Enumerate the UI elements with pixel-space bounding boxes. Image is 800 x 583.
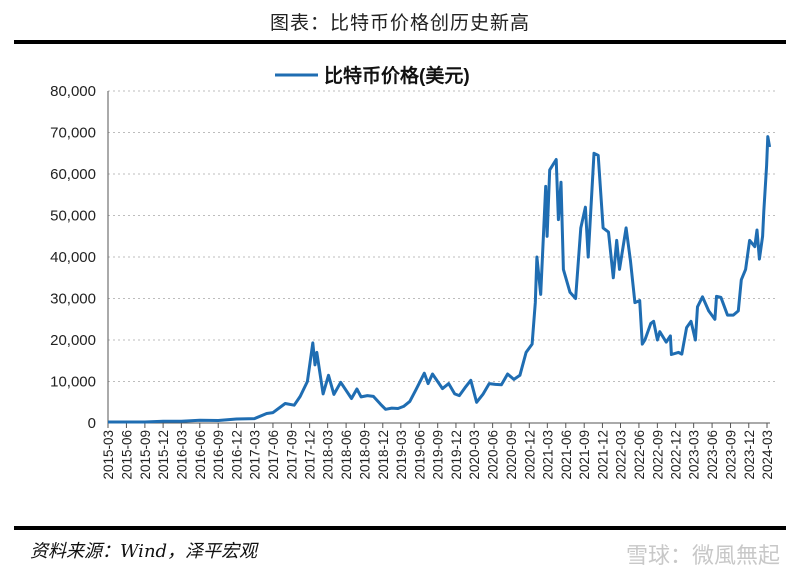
x-tick-label: 2024-03 [760,430,775,480]
line-chart: 0 10,000 20,000 30,000 40,000 50,000 60,000 70,… [50,64,777,480]
top-rule [14,40,786,44]
x-tick-label: 2018-09 [358,430,373,480]
x-tick-label: 2021-03 [540,430,555,480]
bottom-rule [14,526,786,530]
y-tick-label: 30,000 [50,291,96,308]
x-tick-label: 2021-12 [595,430,610,480]
x-tick-label: 2018-03 [321,430,336,480]
x-tick-label: 2016-12 [229,430,244,480]
y-tick-label: 60,000 [50,166,96,183]
x-tick-label: 2017-06 [266,430,281,480]
x-tick-label: 2020-03 [467,430,482,480]
x-tick-label: 2020-09 [504,430,519,480]
x-tick-label: 2015-03 [101,430,116,480]
x-tick-label: 2021-06 [559,430,574,480]
x-tick-label: 2019-03 [394,430,409,480]
x-tick-label: 2016-03 [174,430,189,480]
x-tick-label: 2019-06 [412,430,427,480]
x-tick-label: 2023-03 [687,430,702,480]
x-tick-label: 2019-09 [431,430,446,480]
x-tick-label: 2022-06 [632,430,647,480]
y-tick-label: 0 [88,415,96,432]
y-tick-label: 70,000 [50,125,96,142]
x-tick-label: 2022-03 [613,430,628,480]
x-tick-label: 2017-03 [248,430,263,480]
x-tick-label: 2015-12 [156,430,171,480]
watermark: 雪球：微風無起 [625,544,780,569]
x-tick-label: 2022-09 [650,430,665,480]
series-line [108,135,772,424]
x-tick-label: 2017-12 [303,430,318,480]
legend-label: 比特币价格(美元) [324,64,470,87]
x-tick-label: 2020-12 [522,430,537,480]
figure-title: 图表：比特币价格创历史新高 [269,12,530,34]
y-tick-label: 50,000 [50,208,96,225]
x-tick-label: 2015-06 [119,430,134,480]
source-note: 资料来源：Wind，泽平宏观 [30,541,258,562]
x-tick-label: 2020-06 [486,430,501,480]
x-tick-label: 2022-12 [669,430,684,480]
x-tick-label: 2016-09 [211,430,226,480]
x-tick-label: 2023-09 [724,430,739,480]
x-tick-label: 2015-09 [138,430,153,480]
y-tick-label: 10,000 [50,374,96,391]
y-tick-label: 20,000 [50,332,96,349]
y-tick-label: 40,000 [50,249,96,266]
x-tick-label: 2017-09 [284,430,299,480]
x-tick-label: 2023-12 [742,430,757,480]
x-tick-label: 2016-06 [193,430,208,480]
x-tick-label: 2018-12 [376,430,391,480]
y-tick-label: 80,000 [50,83,96,100]
x-tick-label: 2021-09 [577,430,592,480]
x-tick-label: 2023-06 [705,430,720,480]
x-tick-label: 2018-06 [339,430,354,480]
x-tick-label: 2019-12 [449,430,464,480]
